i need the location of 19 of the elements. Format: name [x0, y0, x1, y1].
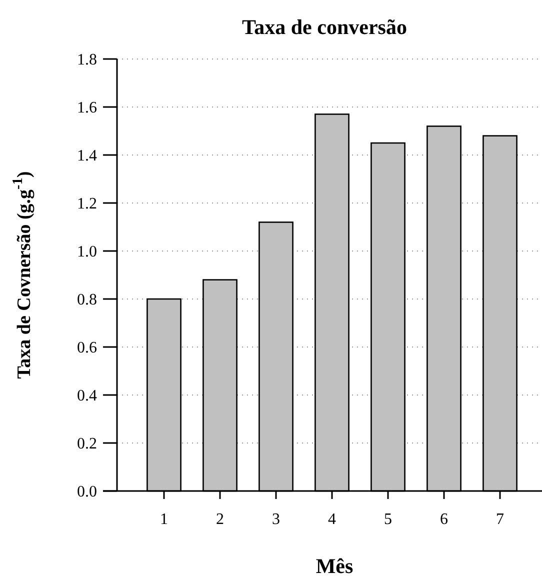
y-tick-label: 1.2	[77, 196, 97, 213]
y-tick-label: 1.0	[77, 244, 97, 261]
y-tick-label: 0.8	[77, 292, 97, 309]
x-tick-label: 1	[160, 511, 168, 528]
x-tick-label: 5	[384, 511, 392, 528]
x-tick-label: 3	[272, 511, 280, 528]
chart-title: Taxa de conversão	[242, 15, 407, 39]
y-tick-label: 1.6	[77, 100, 97, 117]
x-tick-label: 2	[216, 511, 224, 528]
y-tick-label: 1.8	[77, 52, 97, 69]
x-tick-label: 4	[328, 511, 336, 528]
y-tick-label: 0.6	[77, 340, 97, 357]
y-tick-label: 0.0	[77, 484, 97, 501]
y-tick-label: 0.4	[77, 388, 97, 405]
y-tick-label: 1.4	[77, 148, 97, 165]
x-axis-title: Mês	[316, 554, 354, 578]
y-tick-label: 0.2	[77, 436, 97, 453]
x-tick-label: 7	[496, 511, 504, 528]
x-tick-label: 6	[440, 511, 448, 528]
